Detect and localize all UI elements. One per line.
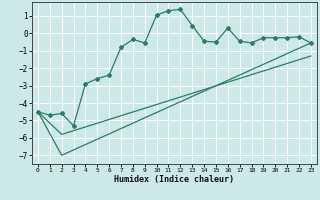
X-axis label: Humidex (Indice chaleur): Humidex (Indice chaleur) <box>115 175 234 184</box>
